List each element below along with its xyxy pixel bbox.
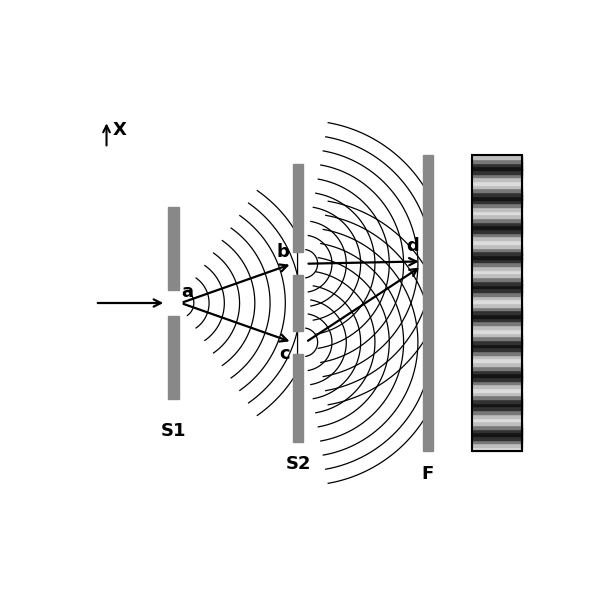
Bar: [472, 262, 523, 266]
Bar: [472, 332, 523, 336]
Bar: [169, 316, 179, 399]
Bar: [472, 181, 523, 185]
Bar: [472, 425, 523, 428]
Bar: [472, 173, 523, 178]
Bar: [472, 166, 523, 170]
Bar: [472, 229, 523, 233]
Bar: [472, 384, 523, 388]
Bar: [472, 210, 523, 214]
Text: S1: S1: [161, 422, 186, 440]
Bar: [472, 199, 523, 203]
Bar: [472, 395, 523, 399]
Bar: [472, 191, 523, 196]
Bar: [472, 310, 523, 314]
Bar: [472, 162, 523, 166]
Text: d: d: [406, 238, 419, 256]
Bar: [472, 369, 523, 373]
Bar: [472, 221, 523, 226]
Bar: [472, 206, 523, 211]
Bar: [169, 207, 179, 290]
Bar: [472, 436, 523, 440]
Bar: [472, 155, 523, 159]
Bar: [472, 214, 523, 218]
Bar: [472, 432, 523, 436]
Text: F: F: [421, 464, 434, 482]
Bar: [472, 302, 523, 307]
Bar: [472, 225, 523, 229]
Bar: [472, 177, 523, 181]
Bar: [472, 203, 523, 207]
Bar: [472, 336, 523, 340]
Bar: [472, 439, 523, 443]
Bar: [293, 275, 304, 331]
Bar: [472, 232, 523, 236]
Bar: [472, 358, 523, 362]
Bar: [472, 343, 523, 347]
Bar: [472, 365, 523, 370]
Bar: [472, 421, 523, 425]
Bar: [422, 155, 433, 451]
Bar: [472, 244, 523, 248]
Bar: [472, 299, 523, 303]
Bar: [472, 218, 523, 221]
Bar: [472, 391, 523, 395]
Bar: [472, 254, 523, 259]
Bar: [472, 158, 523, 163]
Bar: [472, 247, 523, 251]
Bar: [472, 321, 523, 325]
Bar: [472, 273, 523, 277]
Bar: [293, 354, 304, 442]
Bar: [472, 350, 523, 355]
Bar: [472, 347, 523, 351]
Bar: [472, 380, 523, 385]
Bar: [472, 398, 523, 403]
Bar: [472, 277, 523, 281]
Bar: [472, 417, 523, 421]
Bar: [472, 443, 523, 447]
Bar: [472, 269, 523, 274]
Bar: [472, 410, 523, 414]
Bar: [472, 266, 523, 270]
Bar: [472, 236, 523, 240]
Bar: [472, 240, 523, 244]
Bar: [472, 288, 523, 292]
Bar: [472, 413, 523, 418]
Bar: [472, 280, 523, 284]
Bar: [472, 292, 523, 296]
Bar: [472, 428, 523, 433]
Text: c: c: [279, 344, 289, 362]
Bar: [472, 403, 523, 406]
Bar: [472, 295, 523, 299]
Bar: [472, 328, 523, 332]
Text: S2: S2: [286, 455, 311, 473]
Bar: [472, 354, 523, 358]
Bar: [472, 184, 523, 188]
Bar: [472, 196, 523, 200]
Bar: [472, 446, 523, 451]
Bar: [472, 188, 523, 192]
Bar: [293, 164, 304, 252]
Bar: [472, 373, 523, 377]
Text: a: a: [181, 283, 193, 301]
Bar: [472, 169, 523, 173]
Bar: [472, 325, 523, 329]
Bar: [472, 317, 523, 322]
Bar: [472, 251, 523, 255]
Bar: [472, 155, 523, 451]
Text: b: b: [277, 244, 289, 262]
Bar: [472, 284, 523, 288]
Bar: [472, 406, 523, 410]
Bar: [472, 306, 523, 310]
Bar: [472, 362, 523, 366]
Bar: [472, 155, 523, 451]
Bar: [472, 340, 523, 344]
Bar: [472, 258, 523, 262]
Bar: [472, 376, 523, 380]
Bar: [472, 388, 523, 392]
Text: X: X: [113, 121, 127, 139]
Bar: [472, 314, 523, 318]
